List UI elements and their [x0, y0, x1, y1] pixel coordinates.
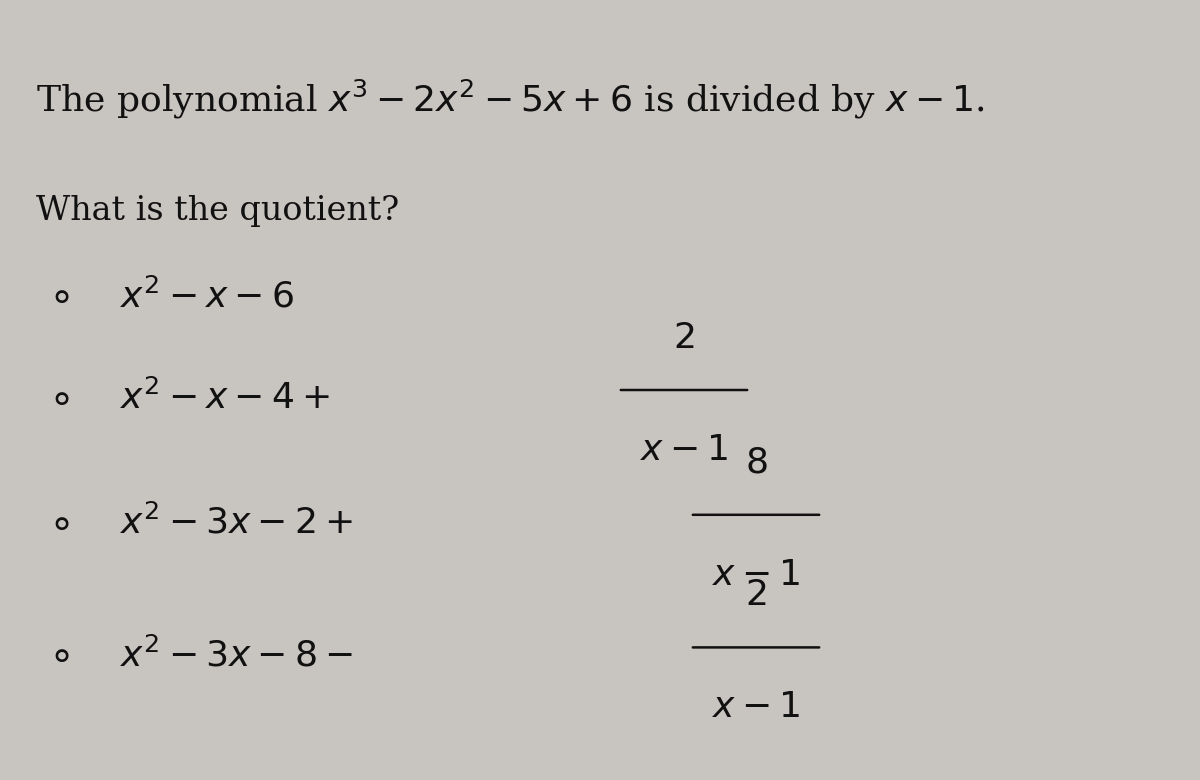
Text: $x-1$: $x-1$: [712, 558, 800, 592]
Text: $x^2 - x - 4 +$: $x^2 - x - 4 +$: [120, 380, 330, 416]
Text: $8$: $8$: [745, 445, 767, 480]
Text: $x^2 - 3x - 8 -$: $x^2 - 3x - 8 -$: [120, 637, 353, 673]
Text: $\circ$: $\circ$: [48, 502, 70, 544]
Text: $2$: $2$: [745, 578, 767, 612]
Text: $x-1$: $x-1$: [712, 690, 800, 725]
Text: $x^2 - 3x - 2 +$: $x^2 - 3x - 2 +$: [120, 505, 353, 541]
Text: $2$: $2$: [673, 321, 695, 355]
Text: The polynomial $x^3 - 2x^2 - 5x + 6$ is divided by $x - 1$.: The polynomial $x^3 - 2x^2 - 5x + 6$ is …: [36, 78, 985, 121]
Text: $x^2 - x - 6$: $x^2 - x - 6$: [120, 278, 294, 314]
Text: $x-1$: $x-1$: [640, 433, 728, 467]
Text: What is the quotient?: What is the quotient?: [36, 195, 400, 227]
Text: $\circ$: $\circ$: [48, 634, 70, 676]
Text: $\circ$: $\circ$: [48, 275, 70, 317]
Text: $\circ$: $\circ$: [48, 377, 70, 419]
